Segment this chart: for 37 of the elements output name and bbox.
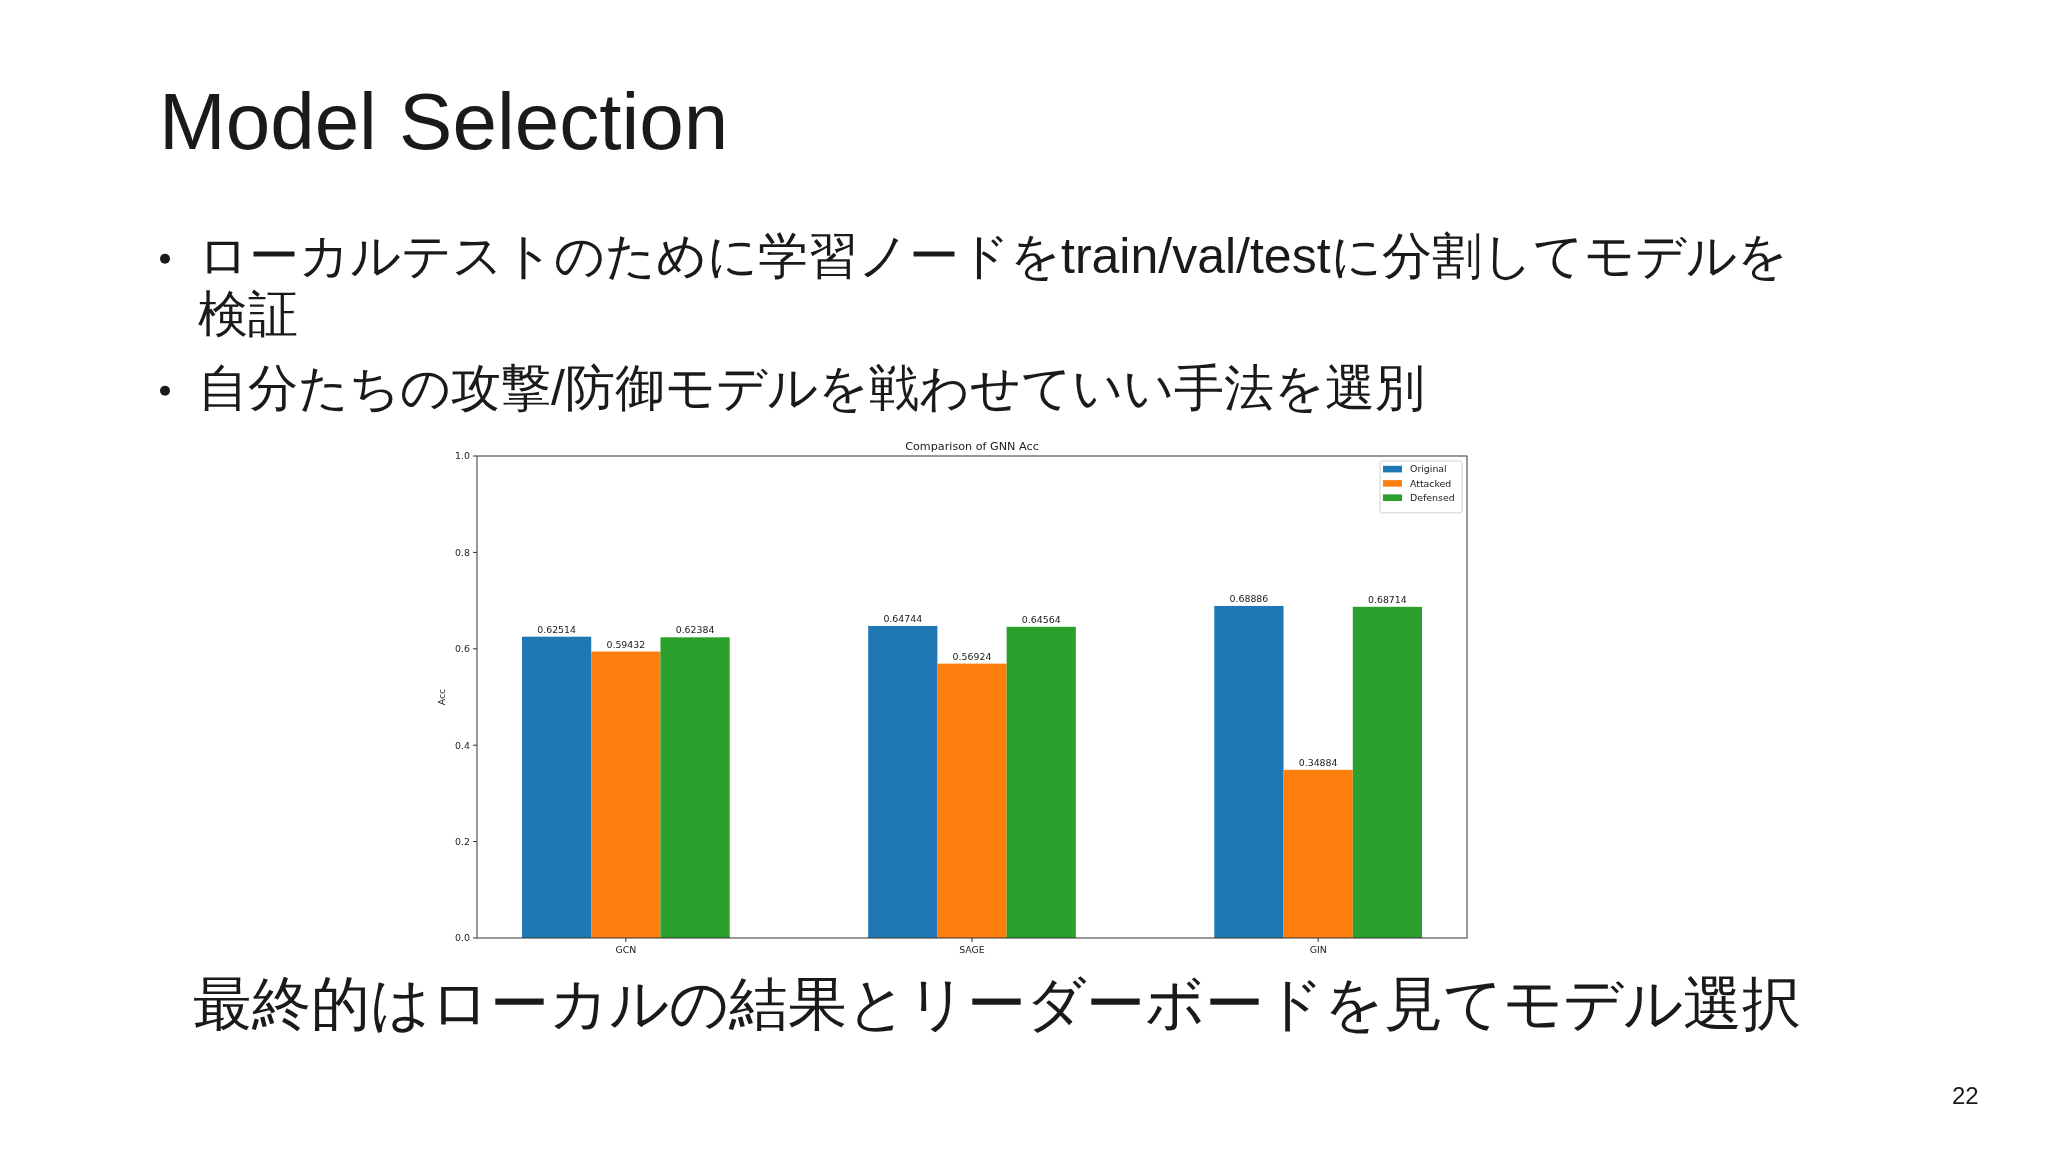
x-tick-label: GCN: [615, 944, 637, 955]
chart-title: Comparison of GNN Acc: [905, 440, 1039, 453]
text: 最終的はローカルの結果とリーダーボードを見てモデル選択: [193, 971, 1802, 1039]
x-tick-label: SAGE: [959, 944, 985, 955]
y-tick-label: 0.8: [455, 546, 471, 558]
text: ローカルテストのために学習ノードをtrain/val/testに分割してモデルを検証: [198, 228, 1789, 343]
data-label: 0.68886: [1229, 592, 1269, 604]
legend-label: Original: [1410, 463, 1447, 475]
data-label: 0.64744: [883, 612, 923, 624]
data-label: 0.56924: [952, 650, 992, 662]
data-label: 0.64564: [1021, 613, 1061, 625]
y-tick-label: 0.6: [455, 643, 471, 655]
y-axis-title: Acc: [436, 688, 447, 706]
data-label: 0.62514: [537, 623, 577, 635]
bar: [1352, 606, 1422, 938]
bar: [1006, 626, 1076, 938]
y-tick-label: 0.2: [455, 836, 471, 847]
y-tick-label: 1.0: [455, 450, 471, 462]
text: 22: [1952, 1082, 1980, 1110]
bar: [868, 625, 938, 938]
bar: [1283, 769, 1353, 938]
text: Model Selection: [159, 76, 730, 168]
x-tick-label: GIN: [1309, 944, 1327, 955]
bar: [660, 637, 730, 938]
legend-label: Defensed: [1410, 492, 1455, 503]
y-tick-label: 0.4: [455, 739, 471, 751]
data-label: 0.62384: [675, 624, 715, 636]
bar: [591, 651, 661, 938]
data-label: 0.34884: [1298, 756, 1338, 768]
bar: [1214, 605, 1284, 938]
legend-label: Attacked: [1410, 477, 1452, 489]
data-label: 0.59432: [606, 638, 646, 650]
bar: [522, 636, 592, 938]
bar: [937, 663, 1007, 938]
data-label: 0.68714: [1367, 593, 1407, 605]
y-tick-label: 0.0: [455, 932, 471, 944]
text: 自分たちの攻撃/防御モデルを戦わせていい手法を選別: [198, 360, 1426, 418]
